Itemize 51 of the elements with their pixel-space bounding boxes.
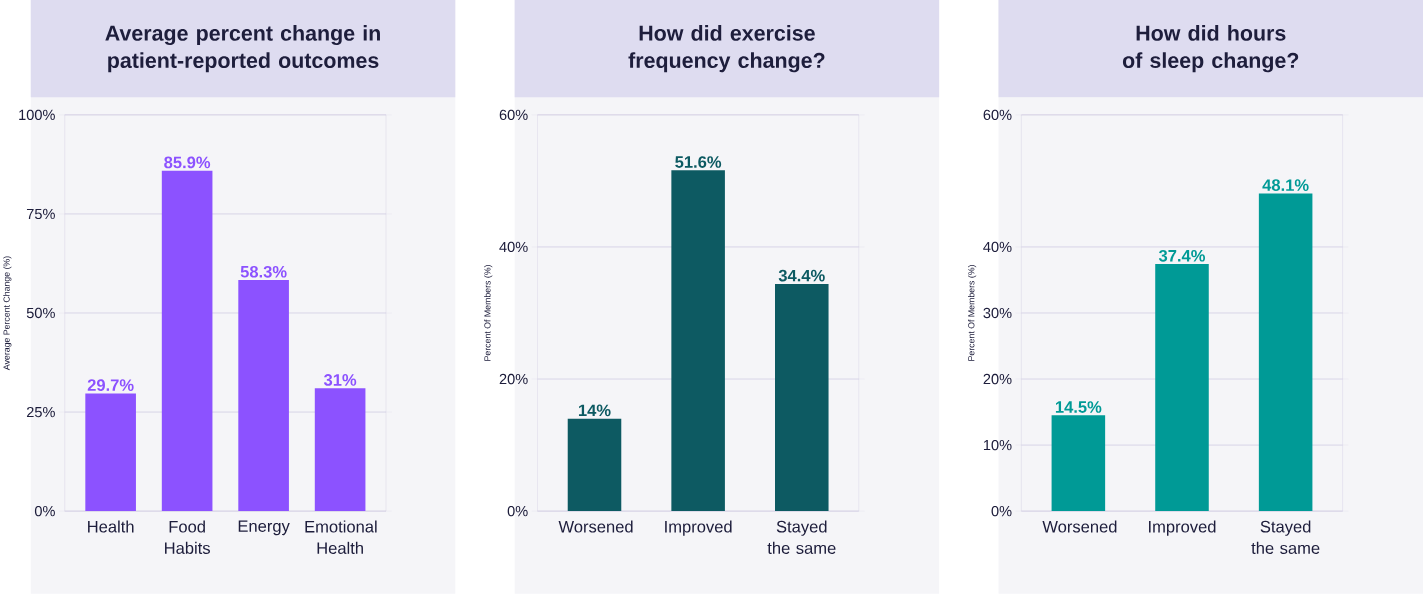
chart-title: Average percent change in patient-reported outcomes <box>105 25 380 73</box>
data-label: 14.5% <box>1055 401 1102 413</box>
y-tick-label: 25% <box>26 406 55 418</box>
y-tick-label: 20% <box>983 373 1012 385</box>
y-tick-label: 100% <box>19 109 55 121</box>
bar <box>567 418 622 512</box>
data-label: 34.4% <box>778 269 825 282</box>
chart-title: How did hours of sleep change? <box>1122 25 1299 73</box>
y-tick-label: 50% <box>26 307 55 319</box>
y-tick-label: 0% <box>991 506 1012 517</box>
data-label: 85.9% <box>164 156 211 169</box>
x-tick-label: Improved <box>1149 520 1216 536</box>
x-tick-label: Food Habits <box>165 520 210 555</box>
x-tick-label: Stayed the same <box>1251 520 1320 555</box>
x-tick-label: Stayed the same <box>767 520 836 555</box>
y-tick-label: 30% <box>983 307 1012 319</box>
y-tick-label: 20% <box>499 373 528 385</box>
y-tick-label: 75% <box>26 208 55 220</box>
data-label: 48.1% <box>1262 179 1309 192</box>
bar <box>161 170 213 512</box>
data-label: 58.3% <box>240 265 287 278</box>
x-tick-label: Worsened <box>1042 520 1117 533</box>
y-tick-label: 60% <box>499 109 528 121</box>
bar <box>85 393 136 512</box>
bar <box>1051 415 1106 512</box>
y-tick-label: 0% <box>34 506 55 517</box>
bar <box>775 284 829 512</box>
bar <box>1258 193 1313 512</box>
x-tick-label: Emotional Health <box>305 520 377 555</box>
x-tick-label: Improved <box>665 520 732 536</box>
data-label: 31% <box>323 374 357 386</box>
y-axis-title: Average Percent Change (%) <box>3 256 12 371</box>
y-tick-label: 0% <box>507 506 528 517</box>
data-label: 51.6% <box>675 156 722 168</box>
data-label: 29.7% <box>87 379 134 392</box>
bar <box>314 388 366 512</box>
x-tick-label: Energy <box>238 520 290 536</box>
bar <box>238 280 289 512</box>
data-label: 14% <box>578 404 611 417</box>
y-tick-label: 40% <box>499 241 528 253</box>
chart-title: How did exercise frequency change? <box>628 25 825 73</box>
y-tick-label: 40% <box>983 241 1012 253</box>
x-tick-label: Worsened <box>558 520 633 533</box>
data-label: 37.4% <box>1158 250 1206 262</box>
x-tick-label: Health <box>88 520 134 533</box>
y-axis-title: Percent Of Members (%) <box>968 265 977 361</box>
y-tick-label: 10% <box>983 439 1012 451</box>
bar <box>1155 264 1209 512</box>
y-axis-title: Percent Of Members (%) <box>484 265 493 361</box>
y-tick-label: 60% <box>983 109 1012 121</box>
bar <box>671 170 725 512</box>
